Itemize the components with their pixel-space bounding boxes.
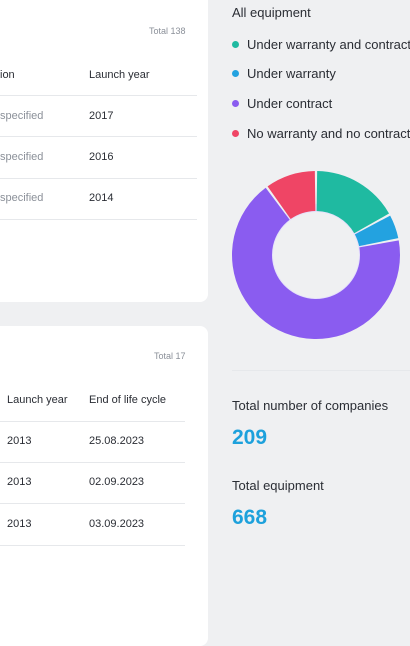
equipment-count-label: Total equipment: [232, 478, 324, 493]
column-header-launch-year[interactable]: Launch year: [7, 394, 68, 406]
cell-location: specified: [0, 110, 44, 122]
donut-slice-under-contract[interactable]: [232, 187, 400, 339]
row-divider: [0, 136, 197, 137]
legend-label: Under warranty: [247, 65, 336, 81]
legend-dot-icon: [232, 40, 239, 48]
legend-item-no-warranty-no-contract[interactable]: No warranty and no contract: [232, 125, 410, 141]
row-divider: [0, 462, 185, 463]
equipment-table-card-top: Total 138 ion Launch year specified 2017…: [0, 0, 208, 302]
equipment-count-value: 668: [232, 506, 268, 529]
cell-end-of-life: 02.09.2023: [89, 476, 145, 488]
cell-launch-year: 2013: [7, 476, 32, 488]
cell-launch-year: 2013: [7, 518, 32, 530]
row-divider: [0, 178, 197, 179]
header-divider: [0, 95, 197, 96]
cell-end-of-life: 03.09.2023: [89, 518, 145, 530]
header-divider: [0, 421, 185, 422]
companies-count-value: 209: [232, 426, 268, 449]
cell-launch-year: 2016: [89, 151, 114, 163]
donut-slice-no-warranty-and-no-contract[interactable]: [267, 171, 316, 220]
table-total-count: Total 17: [154, 351, 186, 361]
legend-item-warranty-and-contract[interactable]: Under warranty and contract: [232, 36, 410, 52]
companies-count-label: Total number of companies: [232, 398, 389, 413]
cell-location: specified: [0, 151, 44, 163]
legend-dot-icon: [232, 99, 239, 107]
legend-label: Under contract: [247, 95, 333, 111]
all-equipment-panel: All equipment Under warranty and contrac…: [222, 0, 410, 625]
legend-dot-icon: [232, 69, 239, 77]
cell-launch-year: 2013: [7, 435, 32, 447]
donut-slice-under-warranty[interactable]: [354, 215, 399, 247]
donut-slice-under-warranty-and-contract[interactable]: [316, 171, 390, 234]
equipment-donut-chart: [232, 171, 400, 339]
row-divider: [0, 545, 185, 546]
cell-launch-year: 2014: [89, 192, 114, 204]
column-header-location[interactable]: ion: [0, 69, 15, 81]
panel-title: All equipment: [232, 5, 311, 20]
legend-item-contract[interactable]: Under contract: [232, 95, 332, 111]
legend-item-warranty[interactable]: Under warranty: [232, 65, 336, 81]
cell-end-of-life: 25.08.2023: [89, 435, 145, 447]
cell-launch-year: 2017: [89, 110, 114, 122]
row-divider: [0, 503, 185, 504]
legend-dot-icon: [232, 129, 239, 137]
table-total-count: Total 138: [149, 26, 186, 36]
equipment-table-card-bottom: Total 17 Launch year End of life cycle 2…: [0, 326, 208, 646]
column-header-launch-year[interactable]: Launch year: [89, 69, 150, 81]
row-divider: [0, 219, 197, 220]
legend-label: No warranty and no contract: [247, 125, 410, 141]
legend-label: Under warranty and contract: [247, 36, 410, 52]
cell-location: specified: [0, 192, 44, 204]
panel-divider: [232, 370, 410, 371]
column-header-end-of-life-cycle[interactable]: End of life cycle: [89, 394, 167, 406]
